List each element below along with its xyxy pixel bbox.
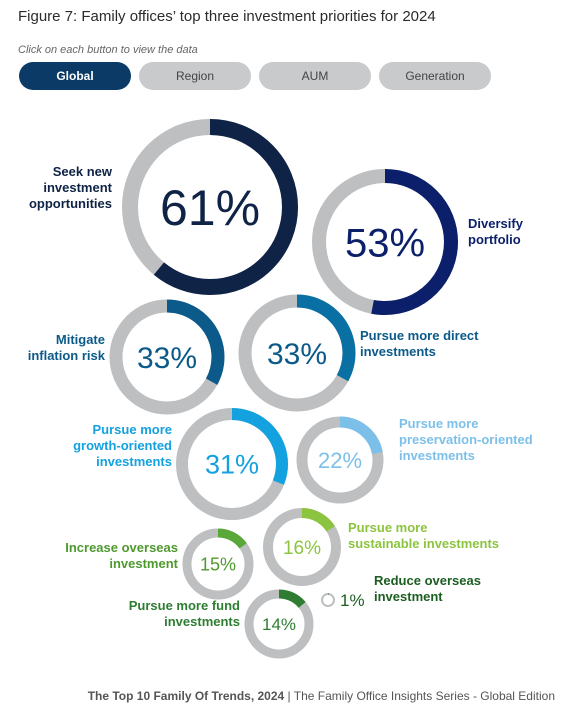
donut-label-line: Increase overseas — [65, 540, 178, 555]
donut-label: Pursue more growth-oriented investments — [73, 422, 172, 469]
donut-value: 1% — [340, 591, 365, 610]
donut-label-line: Pursue more — [93, 422, 172, 437]
donut-value: 61% — [160, 180, 260, 236]
donut-label: Pursue more sustainable investments — [348, 520, 499, 551]
donut-10: 1% Reduce overseas investment — [321, 573, 481, 610]
donut-8: 15% Increase overseas investment — [65, 528, 254, 600]
donut-7: 16% Pursue more sustainable investments — [263, 508, 499, 586]
footer-series: | The Family Office Insights Series - Gl… — [284, 689, 555, 703]
donut-label: Pursue more direct investments — [360, 328, 479, 359]
donut-label-line: Seek new — [53, 164, 113, 179]
donut-9: 14% Pursue more fund investments — [129, 589, 314, 659]
tab-generation[interactable]: Generation — [379, 62, 491, 90]
donut-arc — [109, 299, 225, 415]
donut-4: 33% Pursue more direct investments — [238, 294, 479, 412]
donut-label-line: inflation risk — [28, 348, 106, 363]
donut-arc — [263, 508, 341, 586]
donut-label-line: investment — [43, 180, 112, 195]
donut-arc — [182, 528, 254, 600]
donut-value: 31% — [205, 450, 259, 480]
tab-region[interactable]: Region — [139, 62, 251, 90]
donut-label-line: growth-oriented — [73, 438, 172, 453]
donut-2: 53% Diversify portfolio — [312, 169, 524, 315]
donut-label-line: portfolio — [468, 232, 521, 247]
donut-value: 14% — [262, 615, 296, 634]
donut-label-line: opportunities — [29, 196, 112, 211]
donut-label: Pursue more preservation-oriented investme… — [399, 416, 533, 463]
donut-label-line: Pursue more direct — [360, 328, 479, 343]
donut-value: 15% — [200, 554, 236, 574]
donut-label-line: investments — [96, 454, 172, 469]
donut-arc — [244, 589, 314, 659]
donut-value: 53% — [345, 221, 425, 265]
donut-arc — [238, 294, 356, 412]
donut-3: 33% Mitigate inflation risk — [28, 299, 225, 415]
donut-label-line: Pursue more fund — [129, 598, 240, 613]
donut-label-line: preservation-oriented — [399, 432, 533, 447]
donut-label-line: investments — [360, 344, 436, 359]
donut-arc — [122, 119, 298, 295]
donut-value: 33% — [267, 338, 327, 371]
donut-value: 33% — [137, 342, 197, 375]
tab-global[interactable]: Global — [19, 62, 131, 90]
donut-label-line: investments — [399, 448, 475, 463]
donut-5: 31% Pursue more growth-oriented investments — [73, 408, 288, 520]
donut-value: 16% — [283, 538, 321, 559]
footer: The Top 10 Family Of Trends, 2024 | The … — [88, 689, 555, 703]
donut-label-line: investment — [109, 556, 178, 571]
donut-arc — [296, 416, 384, 504]
donut-label-line: Mitigate — [56, 332, 105, 347]
donut-arc — [176, 408, 288, 520]
donut-label: Pursue more fund investments — [129, 598, 240, 629]
donut-label-line: Pursue more — [348, 520, 427, 535]
donut-label: Seek new investment opportunities — [29, 164, 113, 211]
donut-label: Diversify portfolio — [468, 216, 524, 247]
donut-label-line: Reduce overseas — [374, 573, 481, 588]
donut-label-line: investment — [374, 589, 443, 604]
donut-label-line: investments — [164, 614, 240, 629]
donut-label-line: Diversify — [468, 216, 524, 231]
donut-6: 22% Pursue more preservation-oriented inves… — [296, 416, 533, 504]
donut-label: Reduce overseas investment — [374, 573, 481, 604]
donut-value: 22% — [318, 448, 362, 473]
chart-title: Figure 7: Family offices’ top three inve… — [18, 8, 436, 25]
donut-label-line: sustainable investments — [348, 536, 499, 551]
donut-1: 61% Seek new investment opportunities — [29, 119, 298, 295]
donut-track — [321, 593, 335, 607]
donut-arc — [312, 169, 458, 315]
donut-label: Mitigate inflation risk — [28, 332, 106, 363]
instruction-text: Click on each button to view the data — [18, 44, 198, 56]
donut-arc — [321, 593, 335, 607]
donut-label-line: Pursue more — [399, 416, 478, 431]
footer-title: The Top 10 Family Of Trends, 2024 — [87, 689, 285, 703]
donut-label: Increase overseas investment — [65, 540, 178, 571]
tab-aum[interactable]: AUM — [259, 62, 371, 90]
